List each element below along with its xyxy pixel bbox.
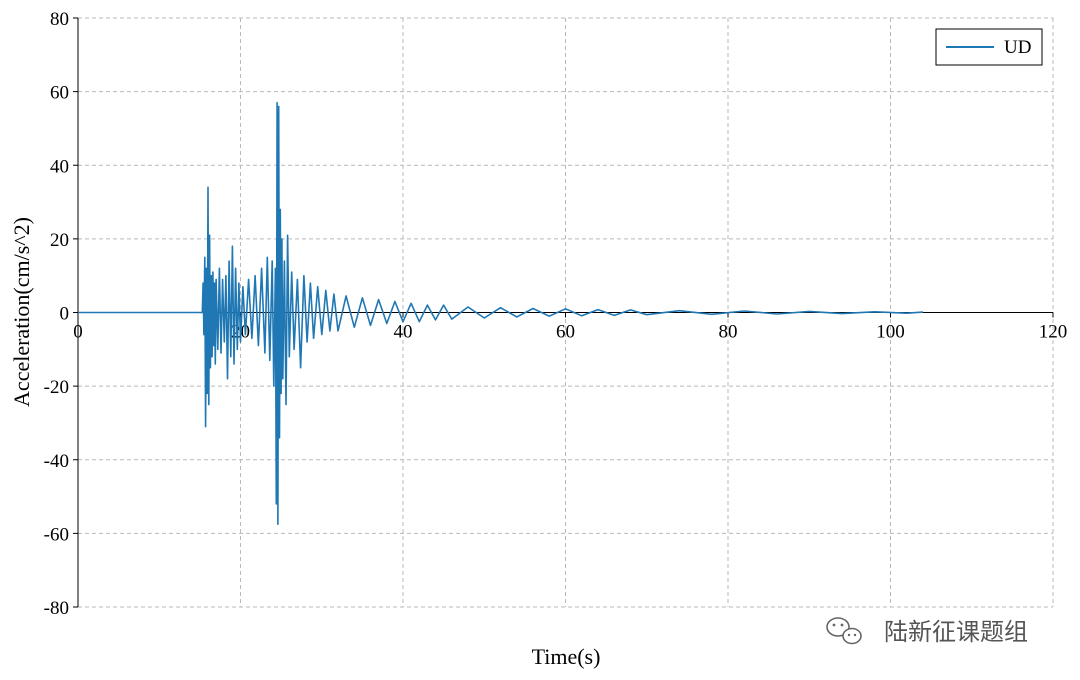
wechat-icon bbox=[826, 617, 862, 645]
legend-label-ud: UD bbox=[1004, 37, 1031, 58]
x-tick-label: 0 bbox=[73, 322, 83, 343]
watermark-text: 陆新征课题组 bbox=[884, 618, 1028, 646]
y-tick-label: 0 bbox=[60, 304, 70, 325]
x-tick-label: 120 bbox=[1039, 322, 1068, 343]
y-tick-label: 20 bbox=[50, 230, 69, 251]
y-axis-title: Acceleration(cm/s^2) bbox=[9, 217, 34, 407]
y-tick-label: 40 bbox=[50, 156, 69, 177]
y-tick-label: -80 bbox=[44, 598, 69, 619]
y-tick-label: 60 bbox=[50, 83, 69, 104]
y-tick-label: -20 bbox=[44, 377, 69, 398]
series-layer bbox=[78, 101, 924, 526]
x-tick-label: 60 bbox=[556, 322, 575, 343]
x-tick-label: 100 bbox=[876, 322, 905, 343]
legend: UD bbox=[935, 28, 1043, 66]
x-axis-title: Time(s) bbox=[532, 644, 601, 669]
series-line-ud bbox=[78, 101, 924, 526]
x-tick-label: 40 bbox=[394, 322, 413, 343]
watermark: 陆新征课题组 bbox=[826, 617, 1028, 646]
y-tick-label: -60 bbox=[44, 524, 69, 545]
y-tick-label: 80 bbox=[50, 9, 69, 30]
x-tick-label: 80 bbox=[719, 322, 738, 343]
y-tick-label: -40 bbox=[44, 451, 69, 472]
